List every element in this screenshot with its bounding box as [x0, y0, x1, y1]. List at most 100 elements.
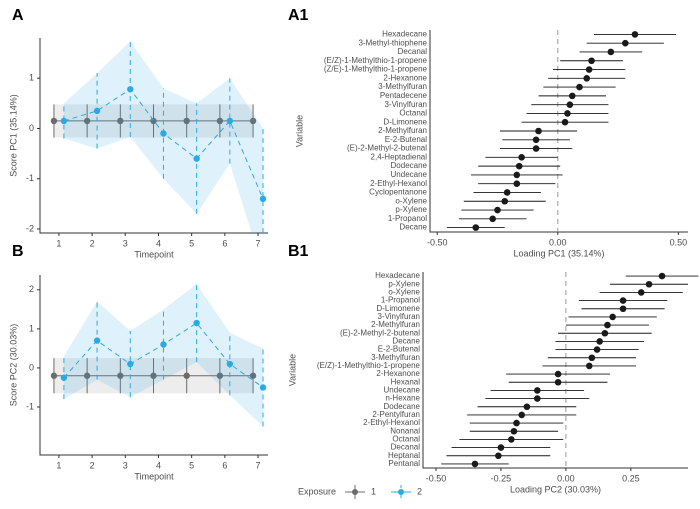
- category-label: E-2-Butenal: [378, 345, 420, 354]
- point: [226, 360, 234, 368]
- x-tick-label: 0.00: [557, 473, 575, 483]
- legend-point: [352, 489, 358, 495]
- point: [596, 338, 603, 345]
- point: [604, 321, 611, 329]
- category-label: Nonanal: [390, 426, 420, 435]
- x-tick-label: 3: [123, 460, 128, 470]
- category-label: 2-Hexanone: [376, 369, 420, 378]
- x-tick-label: 2: [90, 460, 95, 470]
- plot-area: [50, 41, 267, 233]
- legend-title: Exposure: [298, 486, 336, 496]
- point: [471, 460, 479, 468]
- point: [160, 130, 167, 137]
- x-tick-label: 1: [56, 460, 61, 470]
- category-label: 2-Ethyl-Hexanol: [370, 179, 427, 188]
- point: [515, 162, 523, 170]
- category-label: 3-Methylfuran: [371, 353, 420, 362]
- x-axis-title: Timepoint: [134, 249, 174, 259]
- point: [619, 305, 627, 313]
- category-label: Cyclopentanone: [369, 188, 427, 197]
- category-label: 2-Hexanone: [383, 73, 427, 82]
- point: [518, 411, 526, 419]
- x-tick-label: 7: [256, 238, 261, 248]
- point: [495, 452, 502, 460]
- category-label: 3-Vinylfuran: [377, 312, 420, 321]
- x-tick-label: 2: [90, 238, 95, 248]
- point: [160, 341, 167, 348]
- panel-title: B: [12, 243, 24, 260]
- point: [183, 372, 190, 379]
- panel-title: A1: [288, 7, 309, 24]
- category-label: Hexanal: [391, 377, 421, 386]
- category-label: Heptanal: [388, 451, 420, 460]
- point: [513, 419, 520, 427]
- y-tick-label: -2: [26, 223, 34, 233]
- point: [193, 155, 200, 162]
- point: [127, 86, 134, 93]
- point: [513, 180, 521, 187]
- x-tick-label: 5: [189, 238, 194, 248]
- y-axis-title: Variable: [287, 354, 297, 386]
- point: [216, 372, 224, 379]
- category-label: (E)-2-Methyl-2-butenal: [347, 144, 427, 153]
- point: [637, 289, 645, 296]
- axis-lines: [422, 272, 688, 469]
- point: [510, 427, 518, 435]
- x-axis-title: Loading PC1 (35.14%): [513, 248, 604, 258]
- point: [513, 171, 521, 179]
- point: [535, 127, 542, 135]
- y-tick-label: -1: [26, 401, 34, 411]
- category-label: Decane: [392, 337, 420, 346]
- y-axis-title: Score PC1 (35.14%): [8, 94, 18, 177]
- x-tick-label: -0.50: [427, 237, 448, 247]
- category-label: Pentanal: [388, 459, 420, 468]
- error-ribbon: [63, 41, 264, 233]
- point: [249, 117, 257, 125]
- y-axis-title: Variable: [294, 115, 304, 147]
- point: [193, 319, 200, 327]
- panel-title: B1: [288, 243, 309, 260]
- category-label: 3-Methyl-thiophene: [359, 38, 428, 47]
- category-label: Dodecane: [391, 161, 428, 170]
- point: [50, 117, 58, 125]
- legend-label: 2: [417, 486, 422, 496]
- category-label: Pentadecene: [380, 91, 428, 100]
- category-label: n-Hexane: [385, 394, 420, 403]
- category-label: D-Limonene: [383, 117, 427, 126]
- category-label: (E/Z)-1-Methylthio-1-propene: [324, 56, 428, 65]
- point: [619, 297, 627, 304]
- y-tick-label: 0: [29, 123, 34, 133]
- point: [622, 39, 629, 47]
- x-tick-label: 6: [222, 238, 227, 248]
- point: [259, 195, 267, 203]
- point: [501, 197, 509, 205]
- point: [554, 370, 562, 378]
- x-tick-label: 4: [156, 238, 161, 248]
- category-label: 1-Propanol: [388, 214, 427, 223]
- x-tick-label: -0.50: [426, 473, 447, 483]
- category-label: 3-Methylfuran: [378, 82, 427, 91]
- point: [489, 215, 496, 223]
- category-label: p-Xylene: [395, 205, 427, 214]
- category-label: Undecane: [384, 386, 421, 395]
- point: [534, 387, 541, 394]
- point: [607, 48, 615, 56]
- category-label: Dodecane: [384, 402, 421, 411]
- x-tick-label: 6: [222, 460, 227, 470]
- category-label: o-Xylene: [388, 288, 420, 297]
- category-label: 2,4-Heptadienal: [371, 152, 428, 161]
- point: [585, 362, 593, 370]
- point: [631, 31, 639, 38]
- point: [93, 107, 101, 115]
- x-tick-label: 0.25: [622, 473, 640, 483]
- point: [554, 378, 562, 386]
- y-tick-label: 2: [29, 284, 34, 294]
- x-tick-label: 4: [156, 460, 161, 470]
- category-label: 2-Pentylfuran: [372, 410, 420, 419]
- category-label: (E/Z)-1-Methylthio-1-propene: [317, 361, 421, 370]
- point: [497, 444, 505, 451]
- point: [645, 280, 653, 288]
- point: [183, 117, 190, 125]
- x-tick-label: 5: [189, 460, 194, 470]
